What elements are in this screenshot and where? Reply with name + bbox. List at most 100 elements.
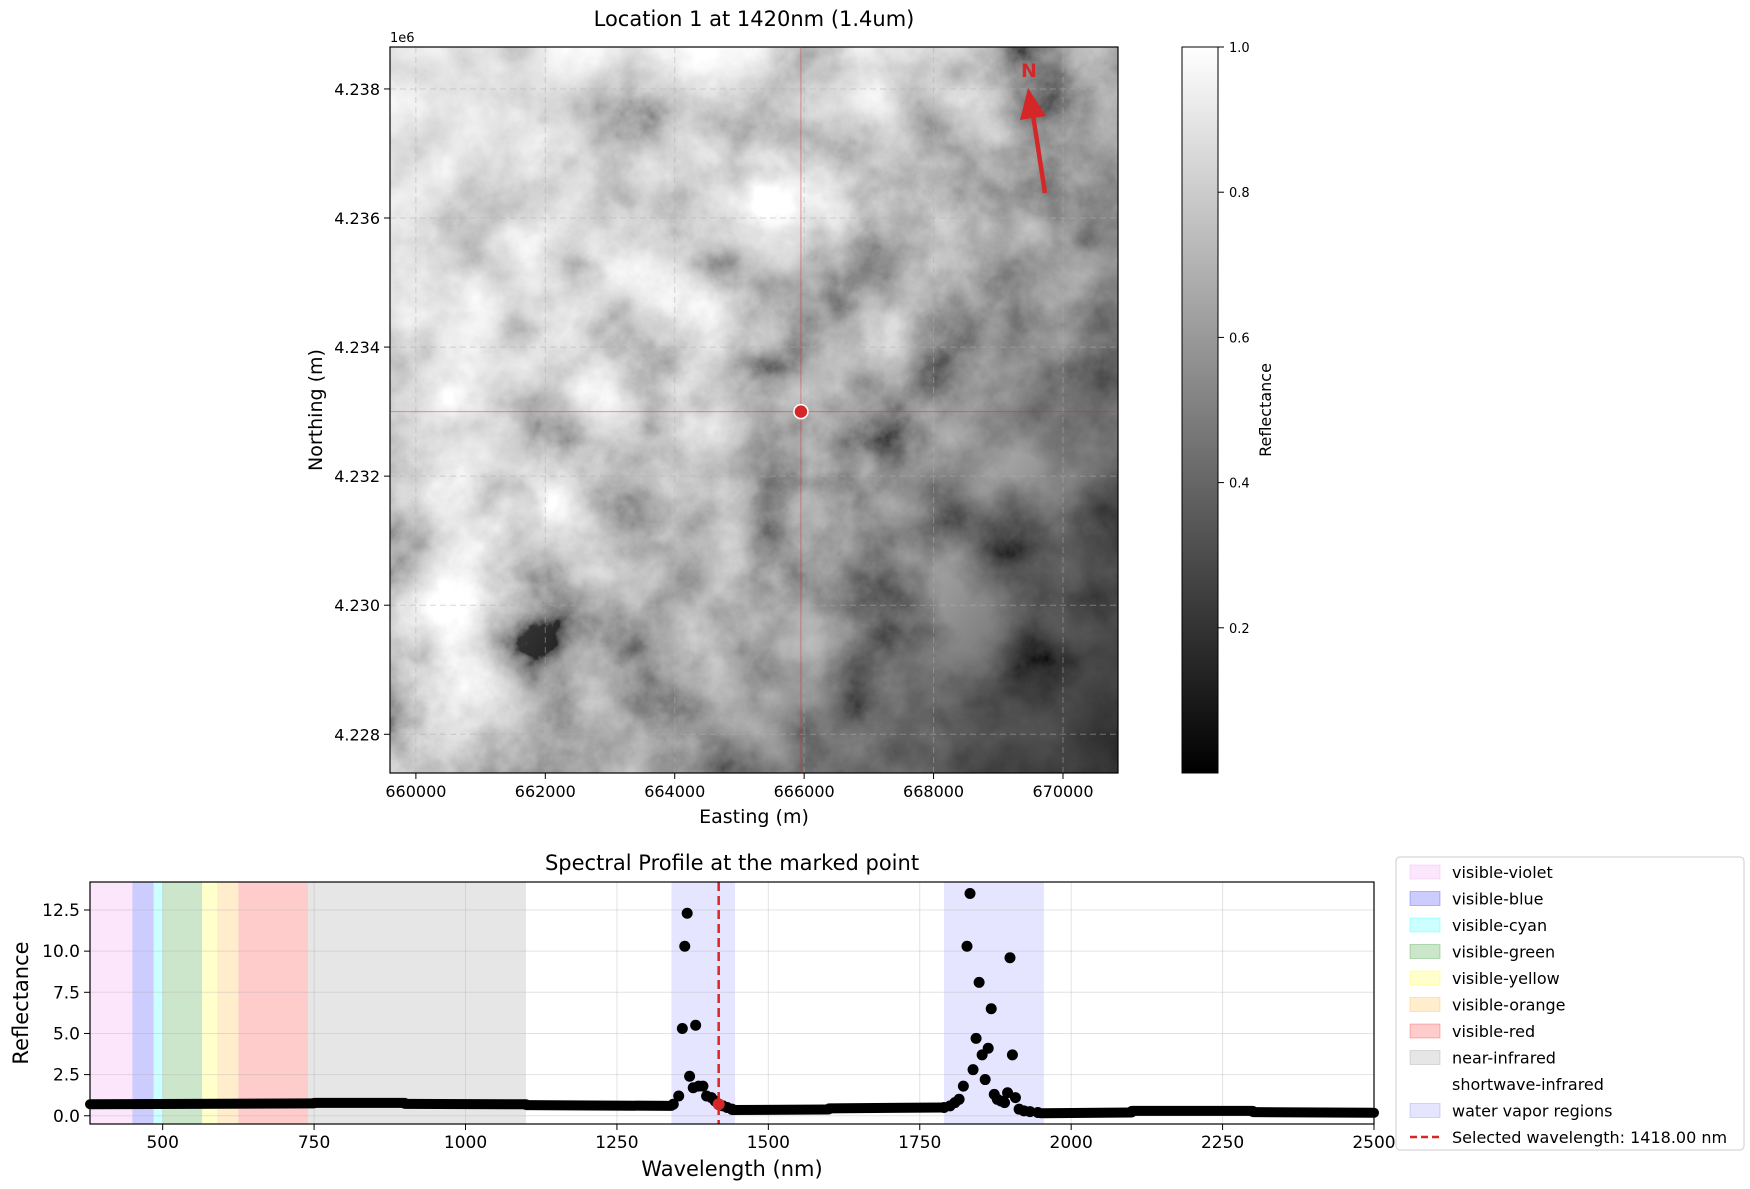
legend-swatch [1409, 1103, 1441, 1118]
spectral-x-ticks: 500 750 1000 1250 1500 1750 2000 2250 2500 [146, 1124, 1396, 1153]
marked-point [793, 403, 809, 420]
north-arrow: N [1020, 60, 1048, 194]
spectral-point [967, 1064, 979, 1076]
spectral-points [667, 888, 1044, 1118]
legend-item: near-infrared [1409, 1049, 1556, 1068]
map-frame [389, 46, 1119, 774]
legend-swatch [1409, 864, 1441, 880]
spectral-x-tick-label: 750 [298, 1133, 330, 1153]
map-y-tick-label: 4.228 [334, 725, 380, 744]
spectral-y-tick-label: 7.5 [53, 983, 80, 1003]
spectral-y-tick-label: 5.0 [53, 1024, 80, 1044]
spectral-x-tick-label: 1750 [898, 1133, 941, 1153]
spectral-point [1002, 1087, 1014, 1099]
legend-label: visible-yellow [1452, 969, 1560, 988]
spectral-point [961, 940, 973, 952]
legend-swatch [1409, 917, 1441, 933]
map-x-tick-label: 666000 [774, 782, 835, 801]
region-visible-yellow [202, 882, 218, 1124]
map-x-ticks: 660000 662000 664000 666000 668000 670000 [385, 773, 1094, 801]
map-x-tick-label: 660000 [385, 782, 446, 801]
spectral-point [690, 1019, 702, 1031]
spectral-y-tick-label: 12.5 [42, 901, 80, 921]
spectral-x-label: Wavelength (nm) [641, 1157, 822, 1181]
wavelength-regions [90, 882, 1044, 1124]
spectral-x-tick-label: 1250 [595, 1133, 638, 1153]
spectral-point [979, 1074, 991, 1086]
legend-item: shortwave-infrared [1452, 1075, 1604, 1094]
colorbar: 0.2 0.4 0.6 0.8 1.0 Reflectance [1181, 41, 1275, 774]
map-y-offset: 1e6 [390, 31, 415, 46]
region-visible-red [238, 882, 309, 1124]
colorbar-label: Reflectance [1256, 363, 1275, 457]
legend-label: visible-violet [1452, 863, 1553, 882]
spectral-point [982, 1042, 994, 1054]
spectral-x-tick-label: 2500 [1352, 1133, 1395, 1153]
baseline-dots [85, 1098, 320, 1110]
legend-swatch [1409, 1023, 1441, 1039]
spectral-title: Spectral Profile at the marked point [545, 851, 919, 875]
selected-point [712, 1098, 725, 1111]
legend-label: shortwave-infrared [1452, 1075, 1604, 1094]
spectral-point [681, 907, 693, 919]
legend-item: visible-cyan [1409, 916, 1547, 935]
spectral-point [973, 976, 985, 988]
spectral-baseline [85, 1097, 1379, 1119]
spectral-panel: Spectral Profile at the marked point 500… [9, 851, 1396, 1181]
spectral-point [726, 1103, 738, 1115]
spectral-point [970, 1032, 982, 1044]
colorbar-tick-label: 1.0 [1229, 41, 1250, 56]
legend-item: visible-red [1409, 1022, 1535, 1041]
map-x-label: Easting (m) [699, 806, 809, 828]
map-grid [390, 47, 1118, 773]
reflectance-image [390, 47, 1118, 773]
map-y-label: Northing (m) [305, 349, 327, 471]
spectral-point [676, 1023, 688, 1035]
legend-label: visible-green [1452, 943, 1555, 962]
colorbar-tick-label: 0.8 [1229, 186, 1250, 201]
map-x-tick-label: 662000 [515, 782, 576, 801]
spectral-y-tick-label: 0.0 [53, 1107, 80, 1127]
spectral-x-tick-label: 2000 [1050, 1133, 1093, 1153]
region-near-infrared [308, 882, 527, 1124]
colorbar-scale [1181, 46, 1219, 774]
spectral-legend: visible-violet visible-blue visible-cyan vi… [1395, 856, 1745, 1151]
legend-label: near-infrared [1452, 1049, 1556, 1068]
map-y-tick-label: 4.238 [334, 80, 380, 99]
spectral-point [957, 1080, 969, 1092]
spectral-y-label: Reflectance [9, 941, 33, 1064]
map-x-tick-label: 668000 [903, 782, 964, 801]
spectral-frame [89, 881, 1375, 1125]
spectral-point [1009, 1092, 1021, 1104]
legend-label: visible-red [1452, 1022, 1535, 1041]
spectral-y-tick-label: 2.5 [53, 1066, 80, 1086]
colorbar-tick-label: 0.2 [1229, 622, 1250, 637]
legend-item: visible-orange [1409, 996, 1566, 1015]
legend-item: Selected wavelength: 1418.00 nm [1410, 1128, 1727, 1147]
map-x-tick-label: 664000 [644, 782, 705, 801]
map-x-tick-label: 670000 [1032, 782, 1093, 801]
legend-item: visible-yellow [1409, 969, 1560, 988]
legend-label: visible-blue [1452, 890, 1544, 909]
spectral-point [1032, 1106, 1044, 1118]
baseline-dots [521, 1100, 677, 1111]
map-y-tick-label: 4.232 [334, 467, 380, 486]
legend-label: water vapor regions [1452, 1102, 1613, 1121]
legend-item: water vapor regions [1409, 1102, 1613, 1121]
colorbar-ticks: 0.2 0.4 0.6 0.8 1.0 [1218, 41, 1250, 637]
map-panel: Location 1 at 1420nm (1.4um) 660000 66200… [305, 7, 1119, 828]
baseline-dots [1247, 1107, 1379, 1118]
map-title: Location 1 at 1420nm (1.4um) [594, 7, 915, 31]
spectral-point [953, 1093, 965, 1105]
region-visible-violet [90, 882, 133, 1124]
spectral-point [1006, 1049, 1018, 1061]
legend-item: visible-blue [1409, 890, 1544, 909]
baseline-dots [823, 1102, 949, 1114]
spectral-point [667, 1098, 679, 1110]
north-arrow-shaft [1030, 114, 1048, 194]
spectral-y-tick-label: 10.0 [42, 942, 80, 962]
north-label: N [1021, 60, 1037, 82]
map-y-tick-label: 4.234 [334, 338, 380, 357]
legend-item: visible-green [1409, 943, 1555, 962]
